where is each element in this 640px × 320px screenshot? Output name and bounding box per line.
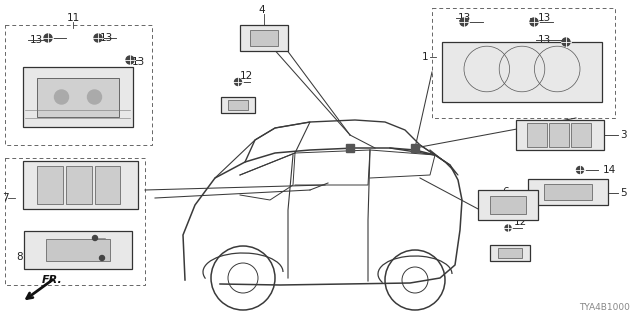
Bar bbox=[544, 184, 592, 200]
Bar bbox=[250, 30, 278, 46]
Bar bbox=[36, 77, 119, 116]
Text: 13: 13 bbox=[538, 35, 551, 45]
Text: 14: 14 bbox=[603, 165, 616, 175]
Circle shape bbox=[99, 255, 104, 260]
Circle shape bbox=[44, 34, 52, 42]
Bar bbox=[23, 67, 133, 127]
Bar bbox=[432, 8, 615, 118]
Circle shape bbox=[93, 236, 97, 241]
Bar bbox=[572, 123, 591, 147]
Text: 6: 6 bbox=[502, 187, 509, 197]
Text: 11: 11 bbox=[67, 13, 79, 23]
Bar bbox=[498, 248, 522, 258]
Text: 13: 13 bbox=[132, 57, 145, 67]
Text: 10: 10 bbox=[93, 232, 106, 242]
Circle shape bbox=[126, 56, 134, 64]
Text: 12: 12 bbox=[240, 71, 253, 81]
Text: 13: 13 bbox=[538, 13, 551, 23]
Bar bbox=[5, 25, 152, 145]
Circle shape bbox=[88, 90, 102, 104]
Bar bbox=[24, 231, 132, 269]
Bar bbox=[5, 158, 145, 285]
Text: 3: 3 bbox=[620, 130, 627, 140]
Text: 13: 13 bbox=[458, 13, 471, 23]
Circle shape bbox=[505, 225, 511, 231]
Bar bbox=[22, 161, 138, 209]
Bar bbox=[240, 25, 288, 51]
Bar bbox=[516, 120, 604, 150]
Text: 7: 7 bbox=[2, 193, 8, 203]
Text: 2: 2 bbox=[514, 247, 520, 257]
Bar bbox=[478, 190, 538, 220]
Circle shape bbox=[234, 78, 241, 85]
Circle shape bbox=[54, 90, 68, 104]
Circle shape bbox=[460, 18, 468, 26]
Bar bbox=[490, 196, 526, 214]
Bar bbox=[527, 123, 547, 147]
Circle shape bbox=[530, 18, 538, 26]
Text: 1: 1 bbox=[421, 52, 428, 62]
Bar bbox=[221, 97, 255, 113]
Bar bbox=[528, 179, 608, 205]
Bar bbox=[228, 100, 248, 110]
Text: 13: 13 bbox=[100, 33, 113, 43]
Text: 5: 5 bbox=[620, 188, 627, 198]
Text: TYA4B1000: TYA4B1000 bbox=[579, 303, 630, 312]
Bar bbox=[38, 166, 63, 204]
Circle shape bbox=[94, 34, 102, 42]
Text: 4: 4 bbox=[258, 5, 264, 15]
Bar bbox=[66, 166, 92, 204]
Bar bbox=[490, 245, 530, 261]
Bar bbox=[45, 239, 111, 261]
Bar bbox=[411, 144, 419, 152]
Bar bbox=[346, 144, 354, 152]
Text: 13: 13 bbox=[30, 35, 44, 45]
Text: 12: 12 bbox=[514, 217, 527, 227]
Text: 8: 8 bbox=[16, 252, 22, 262]
Text: FR.: FR. bbox=[42, 275, 63, 285]
Bar bbox=[550, 123, 569, 147]
Bar bbox=[95, 166, 120, 204]
Text: 2: 2 bbox=[240, 98, 246, 108]
Circle shape bbox=[562, 38, 570, 46]
Circle shape bbox=[577, 166, 584, 173]
Bar bbox=[442, 42, 602, 102]
Text: 9: 9 bbox=[107, 253, 114, 263]
